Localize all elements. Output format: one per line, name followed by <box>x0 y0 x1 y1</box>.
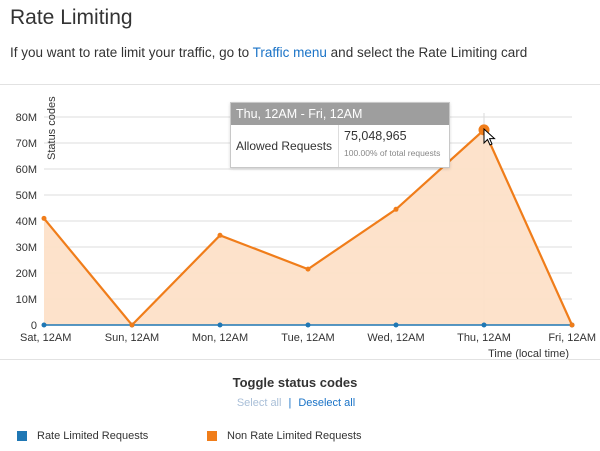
toggle-status-codes-title: Toggle status codes <box>232 375 358 390</box>
legend-label-non-rate-limited: Non Rate Limited Requests <box>227 430 362 442</box>
series-area <box>44 129 572 325</box>
x-tick-label: Sun, 12AM <box>105 332 159 344</box>
legend-swatch-rate-limited <box>17 431 27 441</box>
toggle-links: Select all | Deselect all <box>0 397 592 409</box>
x-tick-label: Thu, 12AM <box>457 332 511 344</box>
y-tick-label: 60M <box>16 164 37 176</box>
legend-label-rate-limited: Rate Limited Requests <box>37 430 149 442</box>
page-subtitle: If you want to rate limit your traffic, … <box>10 45 527 60</box>
y-tick-label: 0 <box>31 320 37 332</box>
legend-swatch-non-rate-limited <box>207 431 217 441</box>
data-point <box>217 232 223 238</box>
y-tick-label: 20M <box>16 268 37 280</box>
data-point <box>393 322 399 328</box>
data-point <box>305 266 311 272</box>
data-point <box>569 322 575 328</box>
data-point <box>217 322 223 328</box>
tooltip-range: Thu, 12AM - Fri, 12AM <box>231 103 449 125</box>
y-axis-label: Status codes <box>46 96 58 160</box>
data-point <box>305 322 311 328</box>
chart-divider <box>0 359 600 360</box>
y-tick-label: 40M <box>16 216 37 228</box>
tooltip-value: 75,048,965 <box>344 129 407 143</box>
subtitle-text-after: and select the Rate Limiting card <box>330 45 528 60</box>
deselect-all-link[interactable]: Deselect all <box>298 397 356 409</box>
mouse-cursor-icon <box>483 128 496 146</box>
link-separator: | <box>288 397 292 409</box>
subtitle-text-before: If you want to rate limit your traffic, … <box>10 45 250 60</box>
data-point <box>393 206 399 212</box>
top-divider <box>0 84 600 85</box>
data-point <box>41 215 47 221</box>
status-codes-chart[interactable]: 0 10M 20M 30M 40M 50M 60M 70M 80M Sat, 12AM Sun, 1… <box>0 0 600 370</box>
chart-tooltip: Thu, 12AM - Fri, 12AM Allowed Requests 7… <box>230 102 450 168</box>
select-all-link[interactable]: Select all <box>236 397 282 409</box>
tooltip-metric: Allowed Requests <box>231 125 339 167</box>
y-tick-label: 70M <box>16 138 37 150</box>
tooltip-percent: 100.00% of total requests <box>344 148 441 158</box>
x-tick-label: Sat, 12AM <box>20 332 71 344</box>
x-axis-label: Time (local time) <box>488 348 569 360</box>
y-tick-label: 80M <box>16 112 37 124</box>
x-tick-label: Wed, 12AM <box>367 332 424 344</box>
data-point <box>129 322 135 328</box>
legend-item-rate-limited[interactable]: Rate Limited Requests <box>17 430 148 442</box>
traffic-menu-link[interactable]: Traffic menu <box>252 45 327 60</box>
x-tick-label: Tue, 12AM <box>281 332 334 344</box>
page-title: Rate Limiting <box>10 6 133 29</box>
data-point <box>41 322 47 328</box>
x-tick-label: Mon, 12AM <box>192 332 248 344</box>
x-tick-label: Fri, 12AM <box>548 332 596 344</box>
data-point <box>481 322 487 328</box>
y-tick-label: 50M <box>16 190 37 202</box>
y-tick-label: 30M <box>16 242 37 254</box>
legend-item-non-rate-limited[interactable]: Non Rate Limited Requests <box>207 430 362 442</box>
y-tick-label: 10M <box>16 294 37 306</box>
